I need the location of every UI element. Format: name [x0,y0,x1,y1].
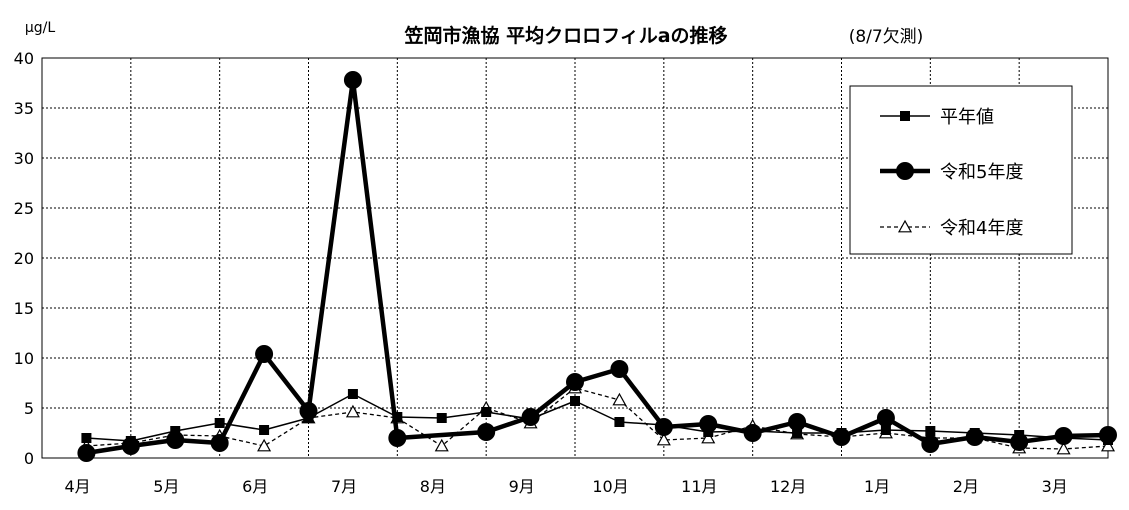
marker-square [347,389,358,399]
x-tick-label: 1月 [864,477,890,496]
marker-circle [743,424,762,442]
marker-circle [876,409,895,427]
y-axis-unit-label: μg/L [25,20,56,36]
marker-circle [566,373,584,391]
marker-triangle [612,392,627,406]
marker-square [880,425,891,435]
marker-square [214,418,225,428]
legend-label: 令和5年度 [940,162,1023,183]
x-tick-label: 9月 [509,477,535,496]
marker-circle [388,429,407,447]
chart-title: 笠岡市漁協 平均クロロフィルaの推移 [403,24,727,47]
x-tick-label: 2月 [953,477,979,496]
series-line [86,393,1109,442]
legend-label: 平年値 [940,107,994,128]
marker-triangle [434,438,449,452]
y-tick-label: 30 [14,149,34,168]
y-axis-ticks: 0 5 10 15 20 25 30 35 40 [14,49,34,468]
marker-triangle [897,219,913,233]
y-tick-label: 0 [24,449,34,468]
plot-frame [41,57,1109,459]
x-tick-label: 8月 [420,477,446,496]
marker-circle [521,408,540,426]
marker-square [792,428,803,438]
marker-circle [965,428,984,446]
marker-circle [654,418,673,436]
marker-circle [699,415,718,433]
marker-square [900,111,910,121]
series-thick-solid-circle [77,71,1117,462]
marker-square [925,426,936,436]
y-tick-label: 40 [14,49,34,68]
marker-triangle [701,430,716,444]
marker-triangle [1056,441,1071,455]
marker-circle [121,437,140,455]
marker-square [392,412,403,422]
x-tick-label: 4月 [64,477,90,496]
marker-circle [788,413,807,431]
y-tick-label: 15 [14,299,34,318]
marker-circle [343,71,362,89]
x-tick-label: 12月 [770,477,806,496]
marker-triangle [257,438,272,452]
marker-square [614,417,625,427]
x-axis-ticks: 4月 5月 6月 7月 8月 9月 10月 11月 12月 1月 2月 3月 [64,477,1067,496]
x-tick-label: 7月 [331,477,357,496]
series-thin-dashed-triangle [79,380,1116,455]
marker-circle [299,402,318,420]
y-tick-label: 5 [24,399,34,418]
marker-circle [921,435,940,453]
marker-circle [832,428,851,446]
marker-circle [210,434,229,452]
x-tick-label: 3月 [1042,477,1068,496]
marker-triangle [345,404,360,418]
x-tick-label: 11月 [681,477,717,496]
legend-label: 令和4年度 [940,218,1023,239]
y-tick-label: 25 [14,199,34,218]
marker-circle [477,423,496,441]
marker-triangle [1100,438,1116,452]
marker-circle [1054,427,1073,445]
series-line [86,387,1109,450]
chart-note: (8/7欠測) [849,27,924,47]
marker-circle [255,345,274,363]
marker-square [481,407,492,417]
y-tick-label: 20 [14,249,34,268]
marker-square [259,425,270,435]
x-tick-label: 6月 [242,477,268,496]
marker-circle [1010,433,1029,451]
y-tick-label: 10 [14,349,34,368]
marker-square [436,413,447,423]
marker-square [570,396,580,406]
marker-triangle [656,432,671,446]
grid-lines [42,58,1108,458]
marker-circle [77,444,96,462]
y-tick-label: 35 [14,99,34,118]
x-tick-label: 5月 [153,477,179,496]
marker-circle [1099,426,1117,444]
x-tick-label: 10月 [592,477,628,496]
marker-circle [896,162,914,180]
marker-square [81,433,92,443]
marker-circle [166,431,185,449]
data-series [77,71,1117,462]
marker-circle [610,360,629,378]
